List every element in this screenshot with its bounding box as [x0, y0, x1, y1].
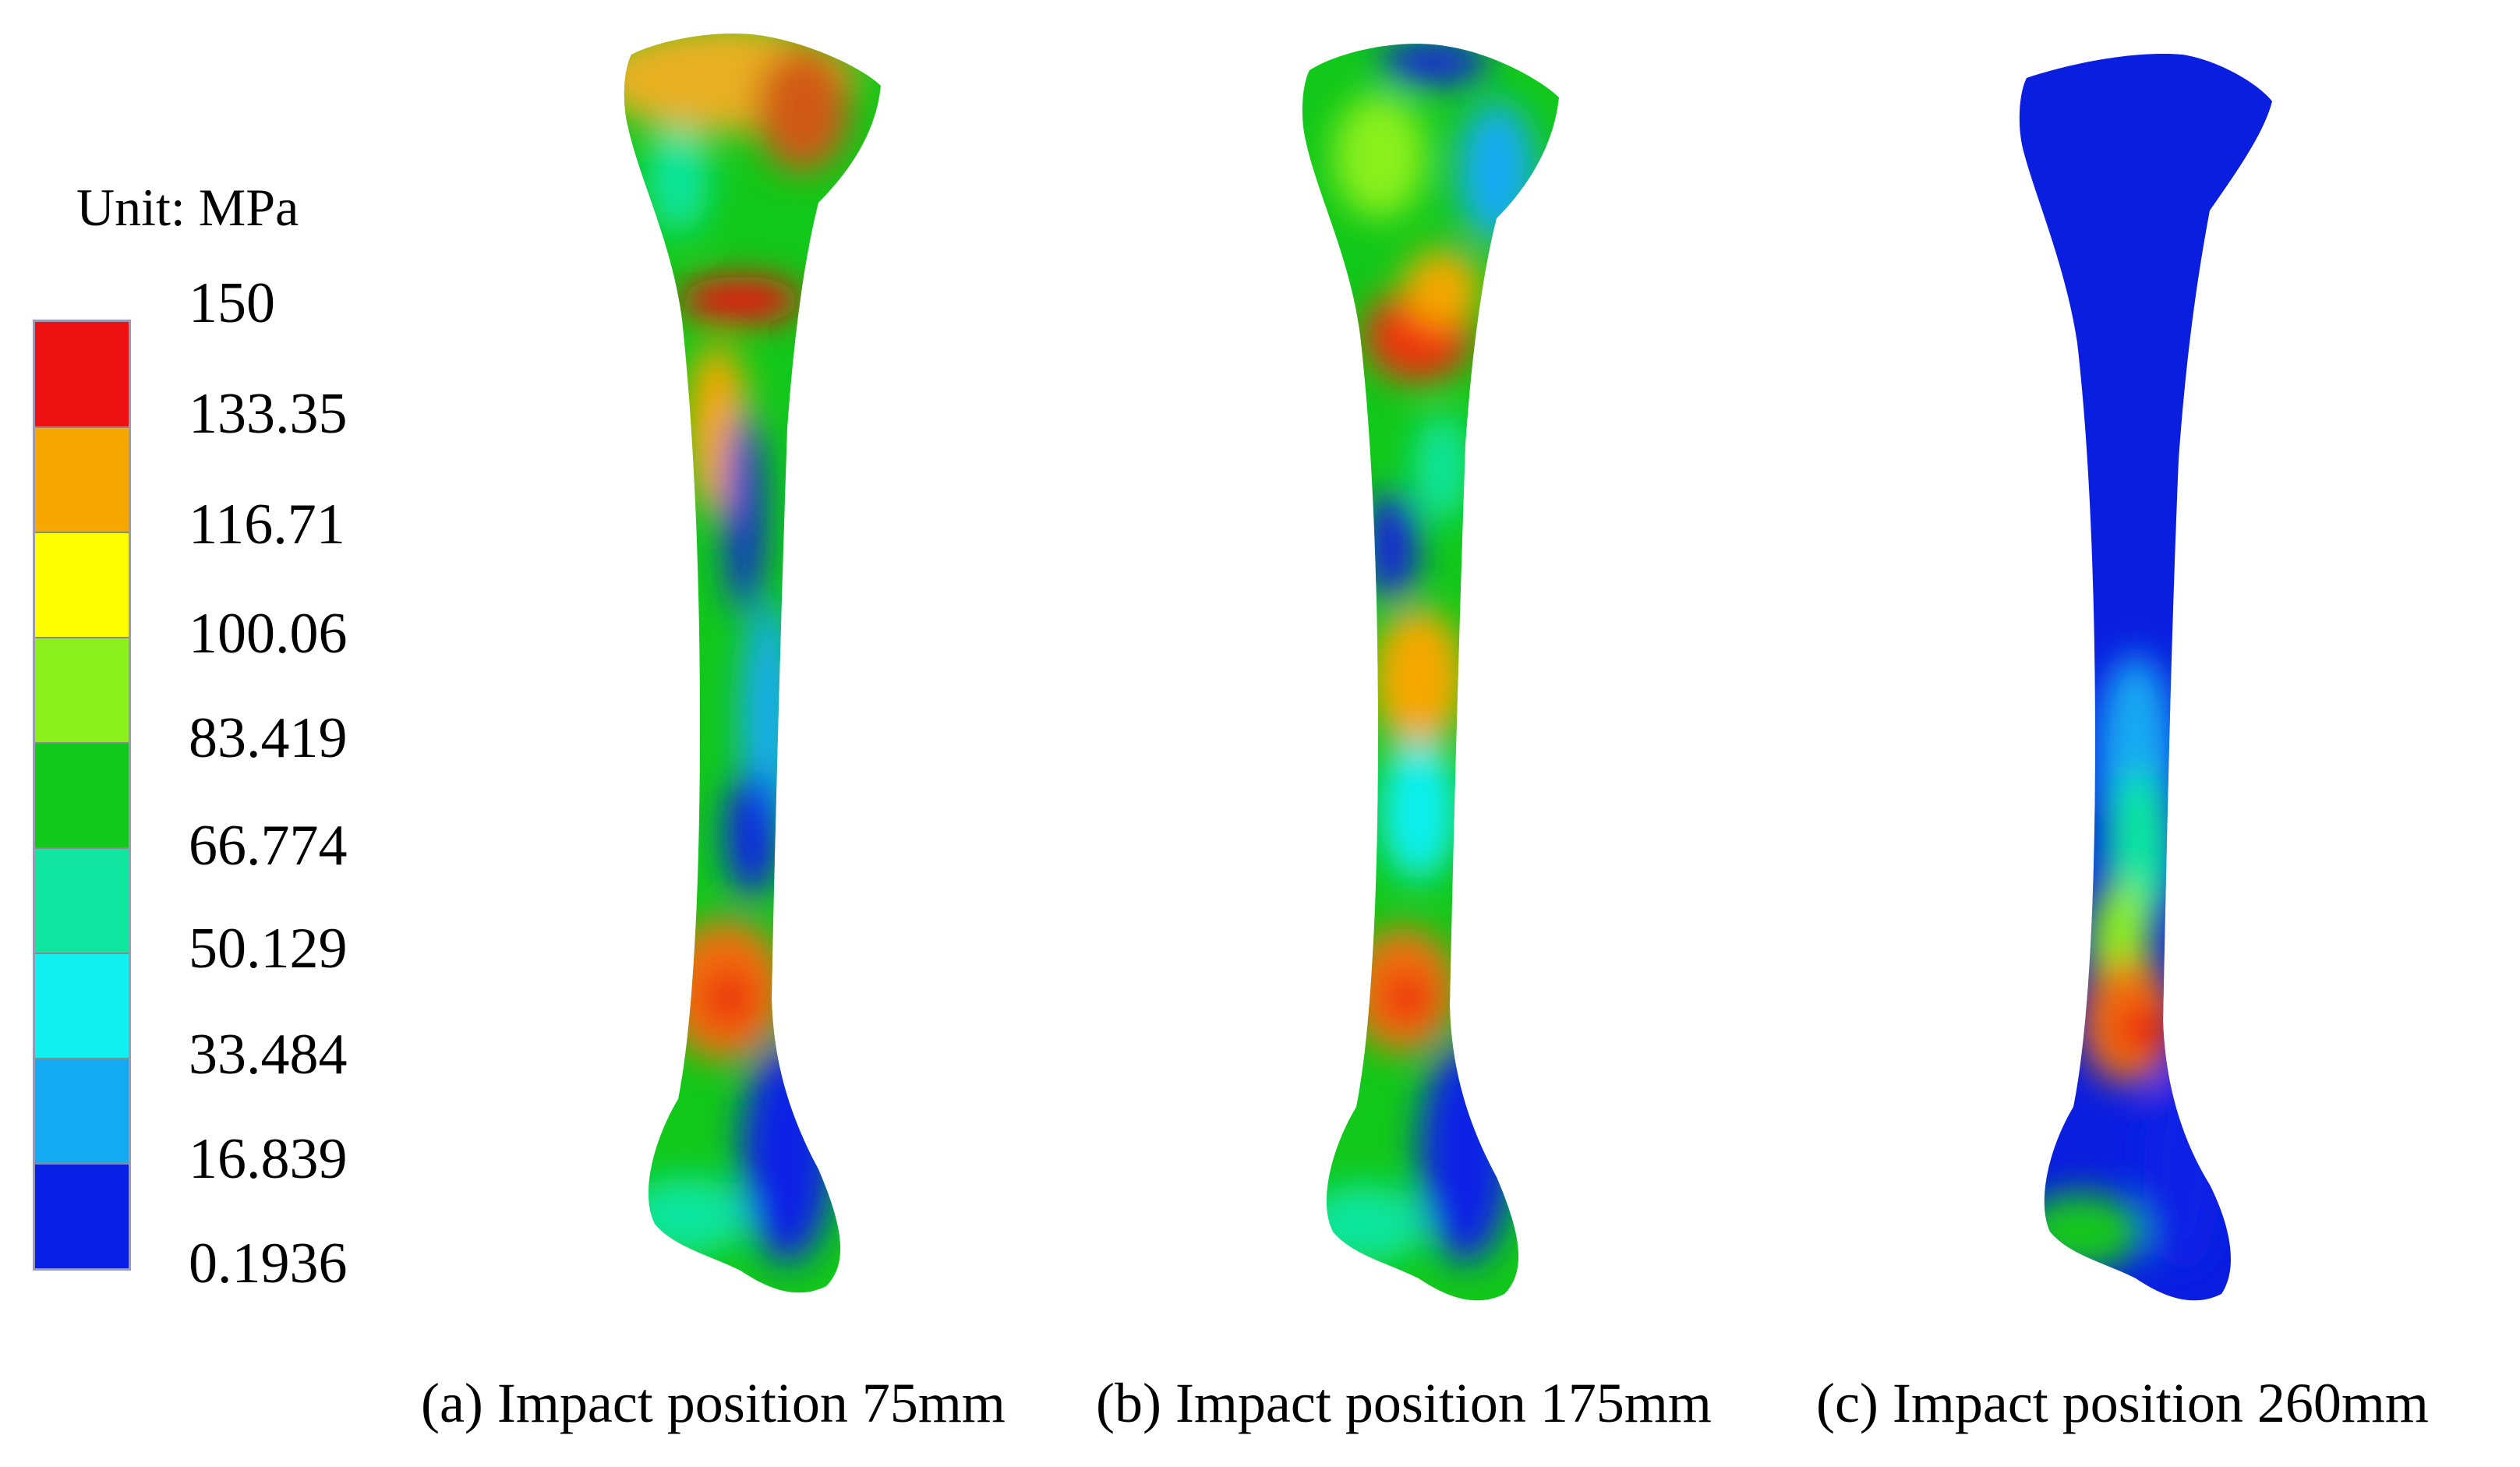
tibia-stress-model-a [608, 23, 904, 1317]
colorbar-band [35, 744, 129, 849]
legend-tick-label: 133.35 [189, 382, 348, 446]
tibia-stress-model-c [2003, 39, 2299, 1333]
legend-tick-label: 33.484 [189, 1023, 348, 1087]
colorbar-band [35, 1165, 129, 1268]
colorbar-band [35, 849, 129, 954]
colorbar-band [35, 322, 129, 428]
colorbar-band [35, 533, 129, 638]
tibia-stress-model-b [1286, 31, 1582, 1325]
colorbar-band [35, 954, 129, 1059]
stress-colorbar [33, 320, 131, 1271]
caption-b: (b) Impact position 175mm [1096, 1372, 1712, 1434]
legend-tick-label: 83.419 [189, 706, 348, 770]
caption-a: (a) Impact position 75mm [421, 1372, 1006, 1434]
caption-c: (c) Impact position 260mm [1816, 1372, 2429, 1434]
legend-tick-label: 16.839 [189, 1127, 348, 1191]
colorbar-band [35, 638, 129, 744]
legend-tick-label: 150 [189, 271, 275, 335]
legend-tick-label: 100.06 [189, 602, 348, 666]
legend-tick-label: 50.129 [189, 917, 348, 981]
legend-tick-label: 66.774 [189, 814, 348, 878]
colorbar-band [35, 428, 129, 533]
colorbar-band [35, 1059, 129, 1165]
legend-tick-label: 116.71 [189, 493, 345, 557]
legend-unit-label: Unit: MPa [76, 178, 299, 237]
legend-tick-label: 0.1936 [189, 1232, 348, 1296]
